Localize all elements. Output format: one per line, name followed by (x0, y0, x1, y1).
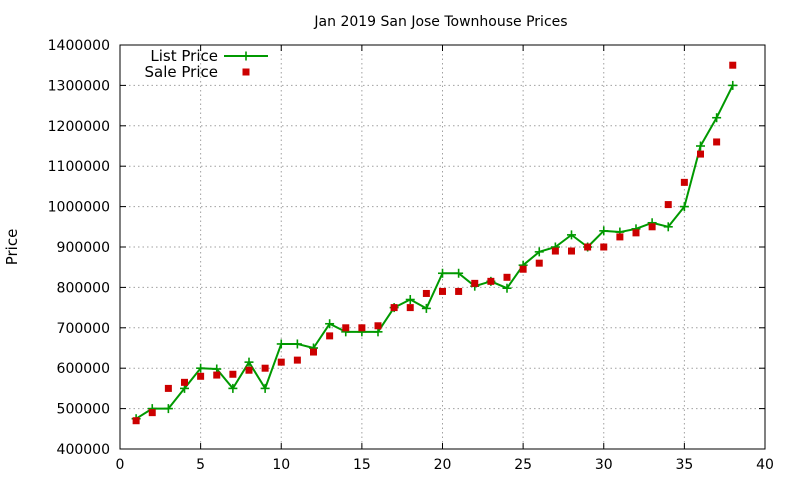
x-tick-label: 15 (353, 457, 371, 473)
sale-price-point (664, 201, 672, 209)
list-price-point (244, 357, 254, 367)
sale-price-point (455, 287, 463, 295)
list-price-point (712, 113, 722, 123)
sale-price-point (632, 229, 640, 237)
y-tick-label: 700000 (57, 321, 110, 337)
y-tick-label: 900000 (57, 240, 110, 256)
list-price-point (421, 303, 431, 313)
sale-price-point (245, 366, 253, 374)
list-price-point (534, 247, 544, 257)
sale-price-point (164, 384, 172, 392)
sale-price-point (390, 304, 398, 312)
grid (120, 45, 765, 449)
sale-price-point (310, 348, 317, 356)
y-tick-label: 1300000 (48, 78, 110, 94)
sale-price-point (551, 247, 559, 255)
sale-price-point (342, 324, 350, 332)
list-price-point (696, 141, 705, 151)
y-axis-label: Price (3, 229, 21, 266)
y-tick-label: 600000 (57, 361, 110, 377)
x-tick-label: 35 (675, 457, 693, 473)
sale-price-point (326, 332, 334, 340)
sale-price-point (277, 358, 285, 366)
x-tick-label: 40 (756, 457, 774, 473)
list-price-point (196, 363, 206, 373)
sale-price-point (503, 273, 511, 281)
x-tick-label: 5 (196, 457, 205, 473)
sale-price-point (568, 247, 575, 255)
list-price-point (679, 202, 689, 212)
list-price-point (163, 404, 173, 414)
sale-price-point (519, 265, 527, 273)
sale-price-point (713, 138, 721, 146)
legend-swatch-sale-price (242, 68, 250, 76)
sale-price-point (261, 364, 269, 372)
sale-price-point (374, 322, 382, 330)
sale-price-point (148, 409, 156, 417)
chart-title: Jan 2019 San Jose Townhouse Prices (313, 14, 567, 30)
list-price-point (228, 383, 238, 393)
sale-price-point (132, 417, 140, 425)
list-price-line (135, 84, 734, 420)
list-price-point (292, 339, 302, 349)
sale-price-point (213, 371, 221, 379)
x-tick-label: 0 (116, 457, 125, 473)
x-tick-label: 25 (514, 457, 532, 473)
sale-price-point (729, 61, 737, 69)
sale-price-point (535, 259, 543, 267)
axes: 0 5 10 15 20 25 30 35 40 400000 500000 600000 700000… (48, 38, 774, 473)
list-price-point (438, 268, 447, 278)
sale-price-point (600, 243, 608, 251)
y-tick-label: 1000000 (48, 200, 110, 216)
sale-price-point (197, 372, 205, 380)
y-tick-label: 800000 (57, 280, 110, 296)
sale-price-point (293, 356, 301, 364)
list-price-point (728, 80, 738, 90)
list-price-point (599, 226, 609, 236)
list-price-point (454, 268, 464, 278)
legend-label-sale-price: Sale Price (145, 63, 218, 81)
sale-price-point (229, 370, 237, 378)
legend-marker-list-price (241, 51, 251, 61)
list-price-point (276, 339, 286, 349)
list-price-point (325, 319, 335, 329)
x-tick-label: 10 (272, 457, 290, 473)
sale-price-point (439, 287, 446, 295)
list-price-point (260, 383, 270, 393)
sale-price-point (406, 304, 414, 312)
sale-price-point (487, 277, 495, 285)
list-price-point (405, 295, 415, 305)
sale-price-point (584, 243, 592, 251)
list-price-point (502, 283, 512, 293)
list-price-point (567, 230, 576, 240)
sale-price-point (697, 150, 704, 158)
x-tick-label: 30 (595, 457, 613, 473)
list-price-point (663, 222, 673, 232)
y-tick-label: 500000 (57, 402, 110, 418)
sale-price-point (648, 223, 656, 231)
sale-price-point (680, 178, 688, 186)
sale-price-point (616, 233, 624, 241)
sale-price-point (471, 279, 479, 287)
series (131, 61, 738, 425)
y-tick-label: 1200000 (48, 119, 110, 135)
sale-price-point (181, 378, 188, 386)
x-tick-label: 20 (434, 457, 452, 473)
y-tick-label: 1100000 (48, 159, 110, 175)
sale-price-point (422, 289, 430, 297)
y-tick-label: 1400000 (48, 38, 110, 54)
legend-label-list-price: List Price (150, 47, 218, 65)
sale-price-point (358, 324, 366, 332)
y-tick-label: 400000 (57, 442, 110, 458)
